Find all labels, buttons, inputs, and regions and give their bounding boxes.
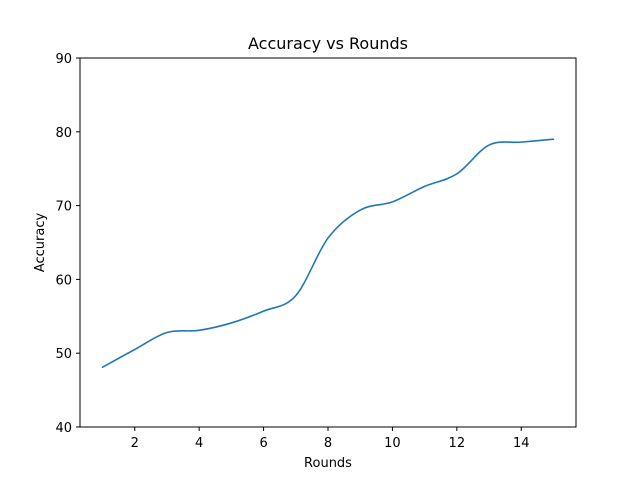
y-axis-title: Accuracy — [33, 213, 48, 273]
y-tick-label: 80 — [55, 126, 72, 141]
x-tick-label: 4 — [195, 436, 203, 451]
x-tick-label: 2 — [131, 436, 139, 451]
ticks-layer: 2 4 6 8 10 12 14 40 50 60 70 80 90 — [55, 52, 529, 451]
accuracy-series-line — [101, 138, 555, 369]
chart-title: Accuracy vs Rounds — [248, 34, 408, 53]
plot-frame — [79, 57, 577, 428]
y-tick-label: 70 — [55, 200, 72, 215]
x-tick-label: 12 — [449, 436, 466, 451]
x-tick-label: 8 — [324, 436, 332, 451]
y-tick-label: 40 — [55, 421, 72, 436]
y-tick-label: 90 — [55, 52, 72, 67]
y-tick-label: 50 — [55, 347, 72, 362]
x-tick-label: 6 — [259, 436, 267, 451]
y-tick-label: 60 — [55, 273, 72, 288]
plot-layer — [101, 138, 555, 369]
x-tick-label: 10 — [384, 436, 401, 451]
x-axis-title: Rounds — [304, 456, 352, 471]
x-tick-label: 14 — [513, 436, 530, 451]
